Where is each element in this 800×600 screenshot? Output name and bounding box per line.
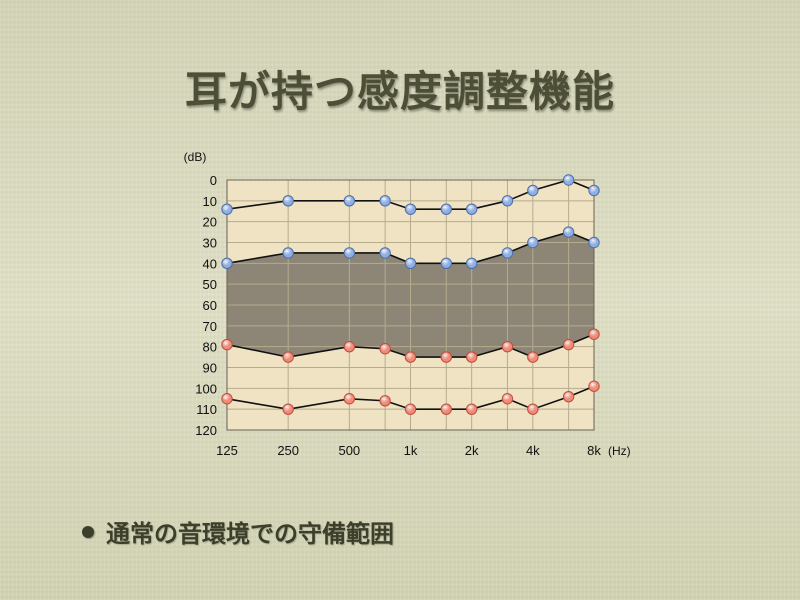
data-point: [282, 247, 294, 259]
x-tick-label: 250: [277, 443, 299, 458]
data-point: [588, 236, 600, 249]
data-point: [404, 403, 417, 415]
data-point: [221, 257, 233, 270]
data-point: [588, 184, 600, 197]
data-point: [404, 351, 417, 363]
bullet-text: 通常の音環境での守備範囲: [106, 520, 394, 548]
data-point: [343, 247, 356, 259]
data-point: [465, 203, 478, 215]
bullet-item: 通常の音環境での守備範囲: [82, 514, 394, 549]
data-point: [282, 351, 294, 363]
y-tick-label: 30: [203, 236, 217, 251]
bullet-dot-icon: [82, 525, 94, 538]
data-point: [404, 203, 417, 215]
data-point: [562, 390, 575, 403]
y-tick-label: 20: [203, 215, 217, 230]
y-tick-label: 70: [203, 319, 217, 334]
data-point: [527, 184, 539, 197]
data-point: [282, 403, 294, 415]
data-point: [440, 257, 452, 270]
data-point: [440, 403, 452, 415]
data-point: [343, 340, 356, 353]
data-point: [588, 380, 600, 392]
data-point: [465, 351, 478, 363]
y-tick-label: 110: [196, 402, 217, 417]
data-point: [562, 338, 575, 351]
y-tick-label: 0: [210, 173, 217, 188]
slide-title: 耳が持つ感度調整機能: [184, 67, 615, 116]
data-point: [465, 257, 478, 270]
x-tick-label: 500: [338, 443, 360, 458]
plot-frame: [226, 179, 595, 431]
data-point: [501, 195, 514, 207]
data-point: [404, 257, 417, 270]
y-tick-label: 80: [203, 340, 217, 355]
y-unit-label: (dB): [184, 150, 207, 164]
x-tick-label: 1k: [404, 443, 418, 458]
data-point: [221, 393, 233, 405]
data-point: [343, 195, 356, 207]
y-tick-label: 40: [203, 256, 217, 271]
data-point: [588, 328, 600, 340]
y-tick-label: 120: [195, 423, 217, 438]
x-tick-label: 4k: [526, 443, 540, 458]
data-point: [221, 338, 233, 351]
data-point: [379, 395, 391, 407]
data-point: [562, 226, 575, 238]
data-point: [527, 403, 539, 415]
y-tick-label: 100: [195, 381, 217, 396]
data-point: [221, 203, 233, 215]
data-point: [562, 174, 575, 186]
data-point: [465, 403, 478, 415]
y-tick-label: 90: [203, 361, 217, 376]
data-point: [379, 195, 391, 207]
x-tick-label: 2k: [465, 443, 479, 458]
data-point: [282, 195, 294, 207]
data-point: [379, 343, 391, 355]
data-point: [501, 393, 514, 405]
data-point: [501, 340, 514, 353]
x-tick-label: 125: [216, 443, 238, 458]
data-point: [379, 247, 391, 259]
data-point: [440, 203, 452, 215]
x-unit-label: (Hz): [608, 444, 631, 458]
y-tick-label: 50: [203, 277, 217, 292]
data-point: [343, 393, 356, 405]
data-point: [440, 351, 452, 363]
data-point: [501, 247, 514, 259]
y-tick-label: 10: [203, 194, 217, 209]
data-point: [527, 236, 539, 249]
data-point: [527, 351, 539, 363]
x-tick-label: 8k: [587, 443, 601, 458]
y-tick-label: 60: [203, 298, 217, 313]
